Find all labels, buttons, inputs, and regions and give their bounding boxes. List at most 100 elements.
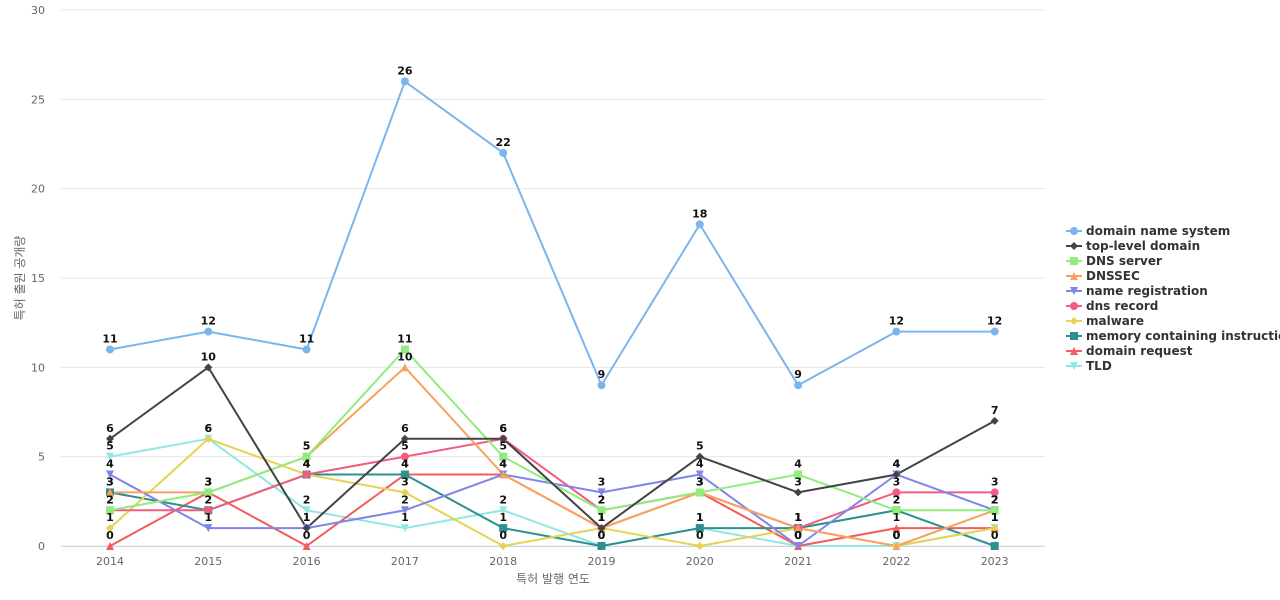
data-label: 1 [794, 511, 802, 524]
x-axis-title: 특허 발행 연도 [516, 571, 590, 586]
data-point [400, 488, 409, 497]
data-label: 3 [401, 475, 409, 488]
data-label: 2 [499, 493, 507, 506]
data-label: 12 [987, 315, 1002, 328]
data-point [695, 220, 704, 229]
data-point [892, 542, 901, 550]
legend-label: top-level domain [1086, 239, 1200, 253]
data-label: 3 [106, 475, 114, 488]
legend-item[interactable]: name registration [1066, 284, 1208, 298]
data-point [597, 488, 606, 497]
legend-item[interactable]: malware [1066, 314, 1144, 328]
data-point [106, 488, 114, 497]
legend-item[interactable]: top-level domain [1066, 239, 1200, 253]
data-label: 2 [991, 493, 999, 506]
series-lines [109, 80, 996, 547]
legend-marker-icon [1070, 287, 1078, 295]
data-label: 4 [794, 458, 802, 471]
legend-label: DNSSEC [1086, 269, 1140, 283]
data-label: 4 [499, 458, 507, 471]
legend-item[interactable]: memory containing instruction [1066, 329, 1280, 343]
data-label: 9 [794, 368, 802, 381]
data-label: 12 [201, 315, 216, 328]
data-label: 5 [106, 440, 114, 453]
data-point [106, 434, 114, 443]
data-label: 1 [794, 511, 802, 524]
data-label: 2 [106, 493, 114, 506]
data-label: 3 [696, 475, 704, 488]
data-point [695, 488, 704, 497]
y-axis-ticks: 0 5 10 15 20 25 30 [31, 4, 45, 553]
data-point [990, 416, 999, 425]
data-point [794, 524, 803, 533]
legend-label: TLD [1086, 359, 1112, 373]
data-point [106, 524, 114, 533]
data-point [794, 488, 803, 497]
data-label: 2 [598, 493, 606, 506]
data-label: 7 [991, 404, 999, 417]
legend-label: domain request [1086, 344, 1193, 358]
data-label: 6 [499, 422, 507, 435]
data-point [597, 542, 606, 550]
data-point [400, 470, 409, 479]
legend-item[interactable]: DNS server [1066, 254, 1162, 268]
data-point [597, 524, 606, 533]
data-label: 4 [303, 458, 311, 471]
data-label: 3 [598, 475, 606, 488]
legend-item[interactable]: dns record [1066, 299, 1158, 313]
data-point [204, 488, 213, 497]
series-line [109, 437, 995, 547]
y-axis-title: 특허 출원 공개량 [13, 236, 27, 321]
legend-item[interactable]: DNSSEC [1066, 269, 1140, 283]
data-point [400, 345, 409, 354]
data-point [892, 470, 901, 479]
data-point [695, 452, 704, 461]
data-point [106, 345, 114, 354]
data-label: 4 [893, 458, 901, 471]
data-label: 3 [696, 475, 704, 488]
data-label: 26 [397, 64, 413, 77]
legend-marker-icon [1070, 332, 1078, 340]
y-tick-label: 25 [31, 93, 45, 106]
data-label: 2 [893, 493, 901, 506]
legend-label: domain name system [1086, 224, 1230, 238]
data-label: 2 [204, 493, 212, 506]
legend-item[interactable]: domain name system [1066, 224, 1230, 238]
data-label: 1 [303, 511, 311, 524]
y-tick-label: 30 [31, 4, 45, 17]
data-label: 0 [893, 529, 901, 542]
data-label: 11 [102, 332, 117, 345]
series-line [109, 366, 996, 530]
legend-marker-icon [1070, 257, 1078, 265]
data-label: 0 [598, 529, 606, 542]
data-point [990, 524, 999, 533]
data-point [400, 452, 409, 461]
legend-label: memory containing instruction [1086, 329, 1280, 343]
data-label: 4 [401, 458, 409, 471]
legend-item[interactable]: domain request [1066, 344, 1193, 358]
data-point [597, 381, 606, 390]
data-point [302, 506, 311, 515]
data-point [892, 524, 901, 533]
series-line [109, 473, 995, 547]
legend-item[interactable]: TLD [1066, 359, 1112, 373]
data-label: 4 [106, 458, 114, 471]
data-label: 0 [106, 529, 114, 542]
legend-marker-icon [1070, 347, 1078, 355]
data-point [204, 327, 213, 336]
x-tick-label: 2019 [588, 555, 616, 568]
data-label: 1 [499, 511, 507, 524]
data-point [499, 148, 508, 157]
data-label: 0 [991, 529, 999, 542]
y-tick-label: 15 [31, 272, 45, 285]
data-label: 6 [106, 422, 114, 435]
series-markers [106, 77, 999, 550]
data-point [400, 506, 409, 515]
data-label: 2 [893, 493, 901, 506]
data-label: 2 [991, 493, 999, 506]
legend-marker-icon [1070, 272, 1078, 280]
data-label: 1 [991, 511, 999, 524]
data-label: 1 [991, 511, 999, 524]
data-label: 1 [696, 511, 704, 524]
